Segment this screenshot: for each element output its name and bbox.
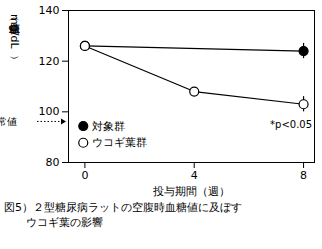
svg-text:100: 100 [39,105,60,118]
svg-text:ウコギ葉群: ウコギ葉群 [92,136,147,149]
svg-text:投与期間（週）: 投与期間（週） [152,185,230,198]
svg-text:140: 140 [39,4,60,17]
svg-text:0: 0 [81,169,88,182]
svg-text:血糖値（mg/dL）: 血糖値（mg/dL） [8,14,21,59]
svg-text:正常値: 正常値 [0,116,17,127]
svg-text:対象群: 対象群 [92,120,125,133]
svg-text:120: 120 [39,55,60,68]
html-text:ウコギ葉の影響: ウコギ葉の影響 [26,216,103,229]
svg-text:80: 80 [46,156,60,169]
svg-text:8: 8 [300,169,307,182]
svg-text:4: 4 [191,169,198,182]
html-text:図5）２型糖尿病ラットの空腹時血糖値に及ぼす: 図5）２型糖尿病ラットの空腹時血糖値に及ぼす [4,201,242,214]
svg-text:*p<0.05: *p<0.05 [270,119,312,130]
